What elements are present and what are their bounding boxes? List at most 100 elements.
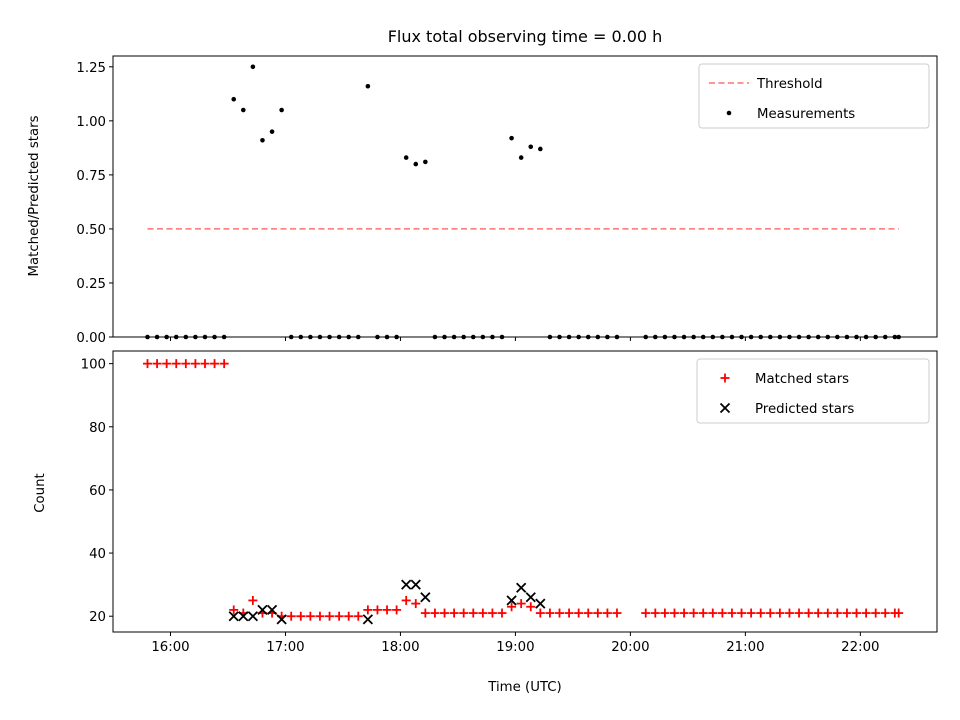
bottom-y-tick-label: 40	[89, 547, 106, 562]
measurement-point	[480, 334, 486, 340]
legend-box	[696, 358, 930, 424]
predicted-star-point	[228, 611, 239, 622]
measurement-point	[413, 161, 419, 167]
measurement-point	[145, 334, 150, 340]
bottom-y-tick-label: 100	[81, 358, 106, 373]
bottom-legend: Matched stars Predicted stars	[696, 358, 930, 424]
measurement-point	[327, 334, 332, 340]
matched-star-point	[602, 608, 612, 618]
predicted-star-point	[535, 598, 546, 609]
top-legend: Threshold Measurements	[698, 63, 930, 129]
measurement-point	[806, 334, 811, 340]
measurement-point	[700, 334, 706, 340]
matched-star-point	[401, 595, 411, 605]
measurement-point	[499, 334, 505, 340]
top-y-tick-label: 0.25	[76, 277, 106, 292]
x-tick-label: 18:00	[381, 640, 419, 655]
x-tick-label: 16:00	[151, 640, 189, 655]
predicted-stars-series	[228, 579, 546, 625]
measurement-point	[346, 334, 352, 340]
measurement-point	[557, 334, 562, 340]
measurement-point	[566, 334, 572, 340]
measurement-point	[365, 83, 371, 89]
matched-star-point	[660, 608, 670, 618]
measurement-point	[576, 334, 581, 340]
measurement-point	[183, 334, 189, 340]
measurement-point	[844, 334, 850, 340]
matched-star-point	[229, 605, 239, 615]
predicted-star-point	[266, 604, 278, 616]
matched-star-point	[775, 608, 785, 618]
measurement-point	[432, 334, 438, 340]
matched-star-point	[487, 608, 497, 618]
matched-star-point	[171, 359, 181, 369]
measurement-point	[451, 334, 457, 340]
top-y-tick-label: 1.25	[76, 61, 106, 76]
matched-star-point	[382, 605, 392, 615]
top-y-tick-label: 1.00	[76, 115, 106, 130]
matched-star-point	[526, 602, 536, 612]
matched-star-point	[708, 608, 718, 618]
legend-label: Matched stars	[755, 372, 849, 387]
measurement-point	[403, 155, 409, 160]
measurement-point	[509, 135, 514, 141]
measurement-point	[815, 334, 821, 340]
measurement-point	[882, 334, 888, 340]
predicted-star-point	[420, 592, 431, 603]
matched-star-point	[746, 608, 756, 618]
matched-star-point	[894, 608, 904, 618]
measurement-point	[547, 334, 553, 340]
measurement-point	[308, 334, 313, 340]
measurement-point	[691, 334, 696, 340]
matched-star-point	[507, 602, 517, 612]
measurement-point	[518, 155, 524, 160]
measurement-point	[585, 334, 591, 340]
measurement-point	[758, 334, 764, 340]
measurement-point	[336, 334, 342, 340]
predicted-star-point	[238, 611, 249, 622]
measurement-point	[854, 334, 859, 340]
x-tick-label: 20:00	[611, 640, 649, 655]
top-panel: 0.00 0.25 0.50 0.75 1.00 1.25 Threshold Measure…	[76, 55, 938, 346]
matched-star-point	[545, 608, 555, 618]
bottom-y-tick-label: 60	[89, 484, 106, 499]
predicted-star-point	[362, 614, 374, 625]
bottom-y-tick-label: 20	[89, 610, 106, 625]
measurement-point	[470, 334, 476, 340]
top-y-tick-label: 0.50	[76, 223, 106, 238]
matched-star-point	[727, 608, 737, 618]
matched-star-point	[574, 608, 584, 618]
matched-star-point	[804, 608, 814, 618]
predicted-star-point	[506, 595, 517, 606]
top-chart-title: Flux total observing time = 0.00 h	[388, 27, 663, 46]
matched-star-point	[765, 608, 775, 618]
measurement-point	[269, 129, 275, 134]
measurement-point	[212, 334, 217, 340]
measurement-point	[896, 334, 901, 340]
top-plot-frame	[112, 55, 938, 338]
matched-star-point	[689, 608, 699, 618]
matched-star-point	[823, 608, 833, 618]
matched-star-point	[286, 611, 296, 621]
matched-star-point	[593, 608, 603, 618]
measurement-point	[672, 334, 677, 340]
bottom-y-tick-label: 80	[89, 421, 106, 436]
measurement-point	[202, 334, 208, 340]
legend-dot-swatch	[726, 110, 732, 116]
legend-x-swatch	[719, 402, 731, 414]
legend-label: Threshold	[756, 77, 823, 92]
bottom-y-axis-label: Count	[33, 473, 48, 513]
matched-star-point	[880, 608, 890, 618]
predicted-star-point	[525, 592, 536, 603]
matched-star-point	[353, 611, 363, 621]
matched-star-point	[564, 608, 574, 618]
matched-star-point	[784, 608, 794, 618]
matched-star-point	[430, 608, 440, 618]
predicted-star-point	[410, 579, 421, 590]
matched-star-point	[325, 611, 335, 621]
measurement-point	[384, 334, 390, 340]
measurement-point	[423, 159, 428, 165]
legend-label: Measurements	[757, 107, 855, 122]
matched-star-point	[756, 608, 766, 618]
